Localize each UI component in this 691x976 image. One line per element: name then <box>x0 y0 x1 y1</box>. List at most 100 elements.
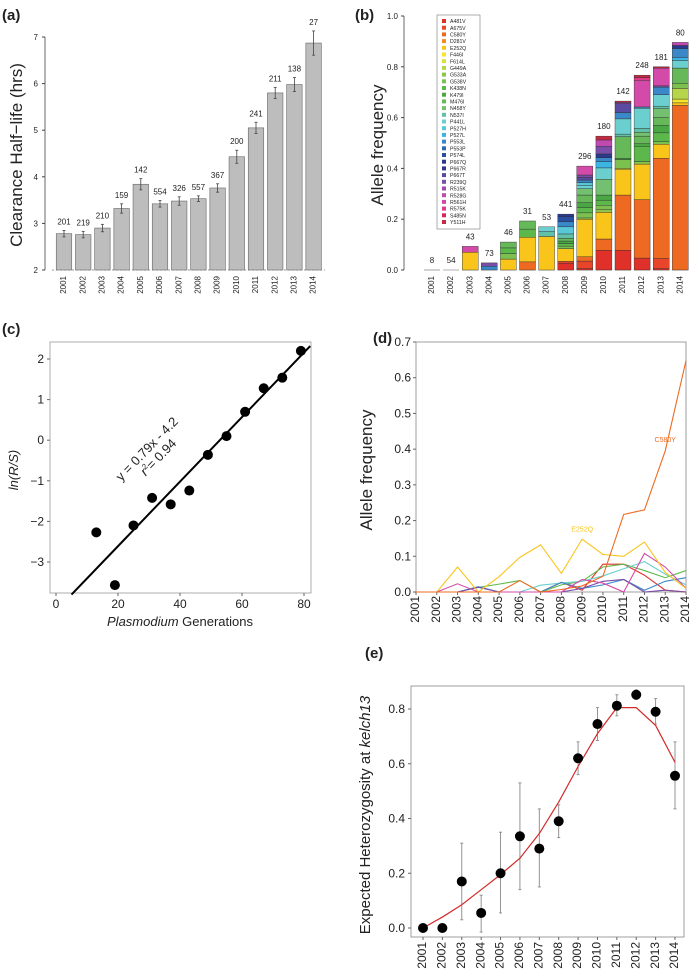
bar-segment-2010-G538V <box>595 205 613 211</box>
x-tick-label: 2006 <box>523 275 532 293</box>
legend-entry: R561H <box>450 200 466 206</box>
legend-entry: P667Q <box>450 160 466 166</box>
bar-segment-2014-G538V <box>672 83 689 89</box>
bar-segment-2009-P667T <box>576 177 593 181</box>
x-tick-label: 2003 <box>450 596 464 623</box>
bar-segment-2011-P441L <box>614 118 632 135</box>
bar-segment-2014-F446I <box>672 98 689 104</box>
bar-segment-2010-Y511H <box>595 135 613 141</box>
bar-segment-2003-R561H <box>462 246 479 253</box>
bar-count-label: 296 <box>578 152 592 161</box>
bar-count-label: 8 <box>430 256 435 265</box>
x-tick-label: 2001 <box>427 275 436 293</box>
bar-segment-2011-G538V <box>614 159 632 169</box>
x-tick-label: 2008 <box>194 275 203 293</box>
x-tick-label: 2008 <box>551 942 565 969</box>
bar-segment-2010-G533A <box>595 209 613 213</box>
bar-segment-2007-N537I <box>538 231 555 237</box>
legend-swatch <box>442 179 446 184</box>
y-tick-label: 1 <box>37 393 44 407</box>
bar-segment-2012-N458Y <box>633 132 651 137</box>
y-tick-label: 2 <box>34 266 39 275</box>
x-tick-label: 2002 <box>435 942 449 969</box>
bar-segment-2008-E252Q <box>557 248 574 262</box>
y-tick-label: 0 <box>37 433 44 447</box>
y-tick-label: 0.0 <box>387 266 399 275</box>
panel-label-d: (d) <box>373 330 392 347</box>
bar-segment-2004-P553L <box>481 265 498 271</box>
legend-entry: M476I <box>450 100 464 106</box>
legend-swatch <box>442 59 446 64</box>
y-tick-label: 0.6 <box>387 114 399 123</box>
bar-segment-2009-R561H <box>576 165 593 176</box>
x-tick-label: 2007 <box>533 596 547 623</box>
bar-count-label: 210 <box>96 211 110 220</box>
data-point-2014 <box>670 770 680 781</box>
bar-segment-2011-E252Q <box>614 169 632 196</box>
bar-segment-2011-P553L <box>614 112 632 120</box>
bar-segment-2008-P553L <box>557 221 574 228</box>
legend-swatch <box>442 132 446 137</box>
series-annotation: E252Q <box>571 526 593 533</box>
legend-swatch <box>442 193 446 198</box>
legend-entry: P553L <box>450 140 465 146</box>
data-point-2007 <box>534 843 545 854</box>
y-tick-label: 0.0 <box>388 921 405 935</box>
bar-segment-2014-R528G <box>672 42 689 46</box>
bar-segment-2008-P667Q <box>557 213 574 217</box>
bar-segment-2014-E252Q <box>672 102 689 106</box>
data-point <box>147 492 158 503</box>
data-point <box>277 372 288 383</box>
bar-count-label: 54 <box>447 256 456 265</box>
bar-count-label: 554 <box>153 188 167 197</box>
legend-entry: P527L <box>450 133 465 139</box>
x-tick-label: 2004 <box>473 942 487 969</box>
x-tick-label: 2012 <box>628 942 642 969</box>
bar-segment-2013-E252Q <box>653 144 670 159</box>
data-point-2010 <box>592 719 603 730</box>
x-tick-label: 2004 <box>470 596 484 623</box>
legend-swatch <box>442 119 446 124</box>
x-axis-label: Plasmodium Generations <box>107 614 253 629</box>
series-line-P553L <box>416 577 687 593</box>
legend-entry: A675V <box>450 26 466 32</box>
legend-entry: K438N <box>450 86 466 92</box>
bar-2003 <box>94 227 111 271</box>
legend-swatch <box>442 220 446 224</box>
y-tick-label: 1.0 <box>387 12 399 21</box>
bar-segment-2006-E252Q <box>519 237 536 263</box>
y-tick-label: 0.1 <box>394 549 411 563</box>
x-tick-label: 2012 <box>637 275 646 293</box>
legend-swatch <box>442 206 446 211</box>
bar-segment-2011-C580Y <box>614 194 632 251</box>
legend-swatch <box>442 86 446 90</box>
x-tick-label: 60 <box>235 597 249 611</box>
y-tick-label: −2 <box>30 514 44 528</box>
bar-segment-2011-P667T <box>614 103 632 113</box>
bar-segment-2013-C580Y <box>653 158 670 259</box>
bar-count-label: 201 <box>57 217 71 226</box>
bar-2001 <box>55 233 73 271</box>
data-point-2008 <box>553 816 564 827</box>
y-axis-label: Expected Heterozygosity at kelch13 <box>357 695 374 934</box>
bar-segment-2012-A481V <box>633 257 651 271</box>
legend-swatch <box>442 139 446 144</box>
bar-segment-2009-M476I <box>576 194 593 203</box>
legend-swatch <box>442 126 446 131</box>
x-tick-label: 2013 <box>290 275 299 293</box>
bar-segment-2012-R561H <box>633 80 651 108</box>
bar-segment-2012-P441L <box>633 108 651 129</box>
plot-frame <box>410 685 685 938</box>
legend-swatch <box>442 166 446 171</box>
y-tick-label: 0.4 <box>388 812 405 826</box>
bar-count-label: 73 <box>485 249 494 258</box>
bar-segment-2012-N537I <box>633 128 651 133</box>
y-tick-label: 6 <box>34 80 39 89</box>
bar-segment-2013-R561H <box>653 67 670 87</box>
bar-segment-2009-K438N <box>576 207 593 214</box>
legend-entry: Y511H <box>450 220 466 226</box>
bar-segment-2004-R239Q <box>481 262 498 267</box>
fit-line <box>422 707 676 929</box>
bar-segment-2012-G533A <box>633 161 651 165</box>
data-point <box>109 580 120 591</box>
